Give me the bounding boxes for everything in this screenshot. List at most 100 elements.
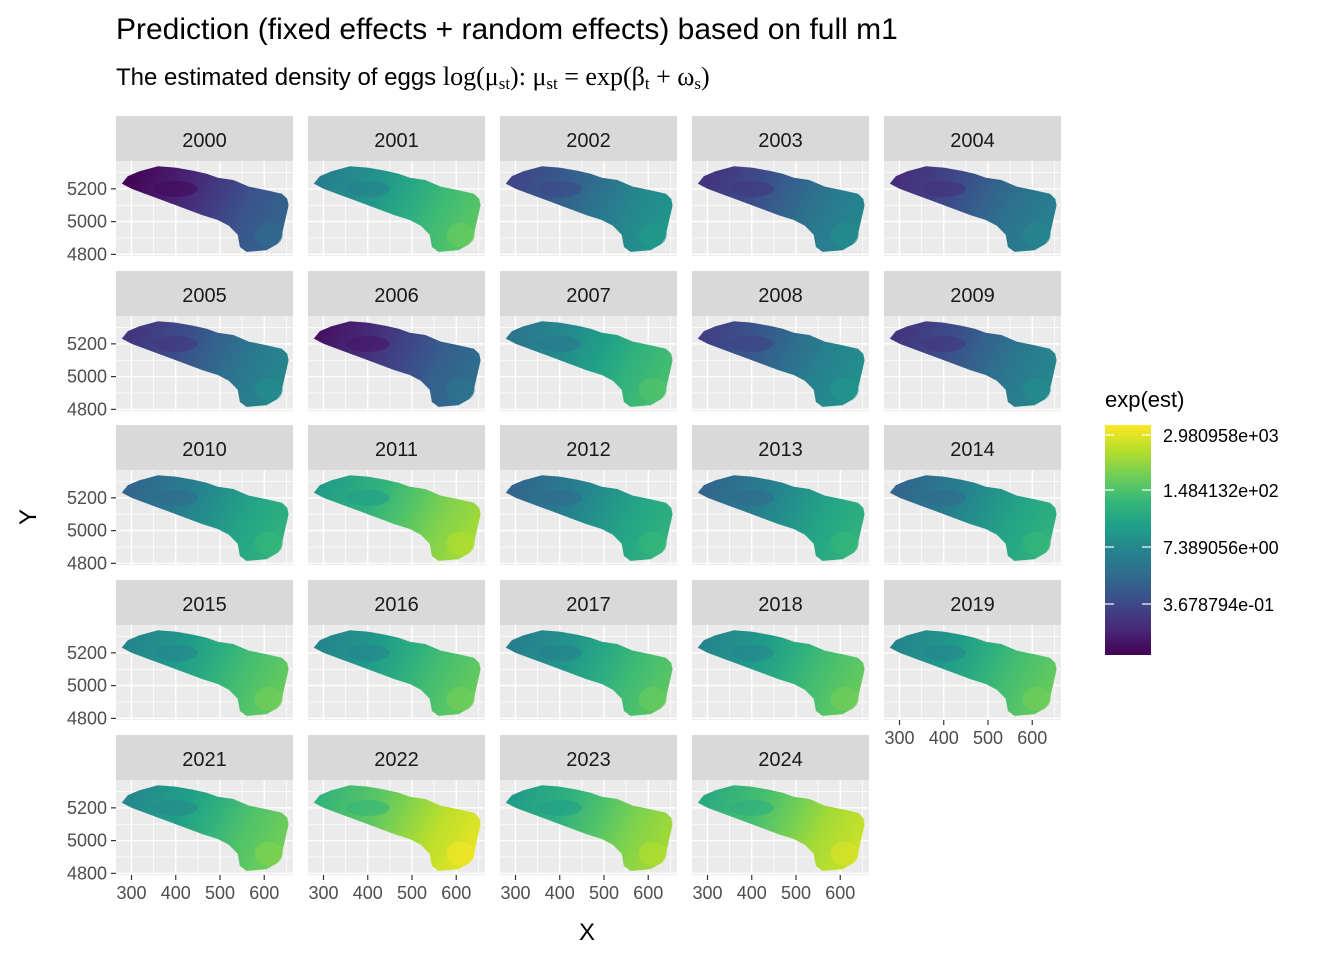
facet-2017: 2017 bbox=[500, 580, 677, 720]
facet-strip bbox=[692, 425, 869, 470]
facet-strip bbox=[500, 580, 677, 625]
facet-strip-label: 2011 bbox=[375, 439, 418, 461]
facet-strip-label: 2001 bbox=[374, 130, 419, 152]
density-hotspot bbox=[638, 222, 667, 247]
density-blob bbox=[921, 180, 966, 197]
x-tick-label: 300 bbox=[116, 883, 146, 903]
x-tick-label: 300 bbox=[308, 883, 338, 903]
facet-2001: 2001 bbox=[308, 116, 485, 256]
y-tick-label: 4800 bbox=[67, 553, 107, 573]
density-blob bbox=[153, 644, 198, 661]
legend-title: exp(est) bbox=[1105, 387, 1184, 412]
facet-strip-label: 2012 bbox=[566, 439, 611, 461]
density-blob bbox=[921, 489, 966, 506]
legend-label: 2.980958e+03 bbox=[1163, 426, 1279, 446]
facet-strip-label: 2000 bbox=[182, 130, 227, 152]
facet-strip-label: 2007 bbox=[566, 285, 611, 307]
y-tick-label: 4800 bbox=[67, 399, 107, 419]
facet-strip-label: 2004 bbox=[950, 130, 995, 152]
facet-strip bbox=[500, 116, 677, 161]
y-tick-label: 5200 bbox=[67, 643, 107, 663]
density-hotspot bbox=[254, 841, 283, 866]
facet-2016: 2016 bbox=[308, 580, 485, 720]
density-blob bbox=[345, 799, 390, 816]
facet-2019: 2019 bbox=[884, 580, 1061, 720]
density-blob bbox=[537, 335, 582, 352]
x-tick-label: 600 bbox=[633, 883, 663, 903]
legend-label: 1.484132e+02 bbox=[1163, 481, 1279, 501]
chart-title: Prediction (fixed effects + random effec… bbox=[116, 13, 898, 46]
legend-label: 3.678794e-01 bbox=[1163, 595, 1274, 615]
facet-strip bbox=[116, 735, 293, 780]
x-tick-label: 600 bbox=[1017, 728, 1047, 748]
density-hotspot bbox=[830, 531, 859, 556]
facet-strip-label: 2016 bbox=[374, 594, 419, 616]
y-tick-label: 4800 bbox=[67, 708, 107, 728]
facet-strip-label: 2009 bbox=[950, 285, 995, 307]
facet-strip-label: 2002 bbox=[566, 130, 611, 152]
facet-strip bbox=[116, 580, 293, 625]
facet-2013: 2013 bbox=[692, 425, 869, 565]
density-hotspot bbox=[830, 377, 859, 402]
facet-strip bbox=[884, 116, 1061, 161]
density-hotspot bbox=[638, 841, 667, 866]
facet-strip-label: 2014 bbox=[950, 439, 995, 461]
y-tick-label: 5200 bbox=[67, 488, 107, 508]
y-tick-label: 5000 bbox=[67, 521, 107, 541]
x-tick-label: 500 bbox=[205, 883, 235, 903]
facet-strip bbox=[692, 116, 869, 161]
density-blob bbox=[921, 335, 966, 352]
density-blob bbox=[153, 799, 198, 816]
facet-strip-label: 2013 bbox=[758, 439, 803, 461]
density-blob bbox=[537, 489, 582, 506]
facet-2023: 2023 bbox=[500, 735, 677, 875]
density-blob bbox=[345, 180, 390, 197]
facet-2009: 2009 bbox=[884, 271, 1061, 411]
facet-2000: 2000 bbox=[116, 116, 293, 256]
facet-2004: 2004 bbox=[884, 116, 1061, 256]
density-hotspot bbox=[446, 531, 475, 556]
subtitle-math: log(μst): μst = exp(βt + ωs) bbox=[442, 62, 710, 93]
x-tick-label: 500 bbox=[781, 883, 811, 903]
facet-2021: 2021 bbox=[116, 735, 293, 875]
facet-strip bbox=[500, 425, 677, 470]
density-hotspot bbox=[1022, 222, 1051, 247]
density-blob bbox=[537, 180, 582, 197]
facet-strip bbox=[884, 580, 1061, 625]
x-tick-label: 600 bbox=[441, 883, 471, 903]
y-tick-label: 5000 bbox=[67, 831, 107, 851]
density-hotspot bbox=[446, 686, 475, 711]
density-blob bbox=[729, 335, 774, 352]
facet-strip-label: 2018 bbox=[758, 594, 803, 616]
facet-strip-label: 2008 bbox=[758, 285, 803, 307]
density-blob bbox=[345, 335, 390, 352]
x-tick-label: 400 bbox=[545, 883, 575, 903]
y-tick-label: 4800 bbox=[67, 863, 107, 883]
density-blob bbox=[537, 644, 582, 661]
density-blob bbox=[729, 644, 774, 661]
facet-strip-label: 2021 bbox=[182, 749, 227, 771]
legend-label: 7.389056e+00 bbox=[1163, 538, 1279, 558]
facet-strip bbox=[884, 425, 1061, 470]
x-tick-label: 300 bbox=[692, 883, 722, 903]
legend-colorbar bbox=[1105, 425, 1151, 655]
density-hotspot bbox=[1022, 531, 1051, 556]
facet-panels: 2000 2001 2002 2003 2004 2005 2006 2007 2008 2009… bbox=[116, 116, 1061, 875]
facet-2008: 2008 bbox=[692, 271, 869, 411]
facet-2011: 2011 bbox=[308, 425, 485, 565]
facet-strip-label: 2022 bbox=[374, 749, 419, 771]
density-hotspot bbox=[254, 377, 283, 402]
density-hotspot bbox=[1022, 377, 1051, 402]
x-axis-ticks: 300 400 500 600 300 400 500 600 300 400 500 600 300 4… bbox=[116, 720, 1047, 903]
facet-strip-label: 2003 bbox=[758, 130, 803, 152]
x-tick-label: 400 bbox=[737, 883, 767, 903]
density-hotspot bbox=[254, 531, 283, 556]
y-axis-title: Y bbox=[15, 509, 42, 525]
facet-strip-label: 2006 bbox=[374, 285, 419, 307]
density-hotspot bbox=[830, 222, 859, 247]
density-blob bbox=[729, 180, 774, 197]
density-hotspot bbox=[638, 531, 667, 556]
density-blob bbox=[729, 799, 774, 816]
x-tick-label: 600 bbox=[249, 883, 279, 903]
facet-2024: 2024 bbox=[692, 735, 869, 875]
